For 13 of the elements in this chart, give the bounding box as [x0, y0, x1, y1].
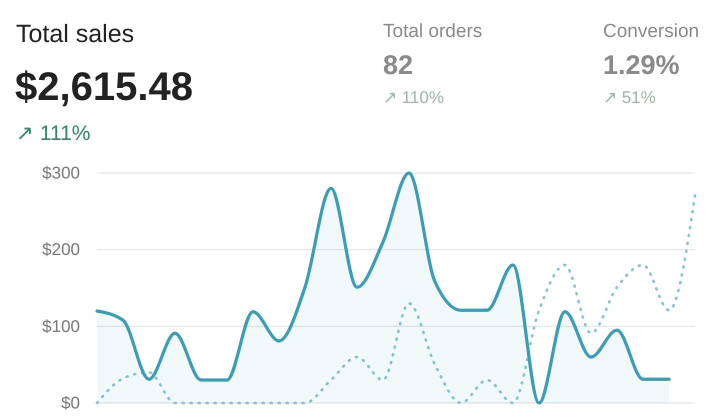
chart-title: Total sales	[16, 20, 134, 48]
y-tick-label: $200	[42, 240, 80, 260]
y-tick-label: $100	[42, 316, 80, 336]
chart-subtitle: $2,615.48	[15, 65, 193, 109]
text: ↗ 51%	[603, 88, 656, 107]
text: ↗ 111%	[16, 122, 90, 145]
text: Conversion	[603, 21, 700, 42]
y-tick-label: $300	[42, 163, 80, 182]
text: 1.29%	[603, 50, 680, 80]
text: Total orders	[383, 21, 482, 42]
text: 82	[383, 50, 414, 80]
y-tick-label: $0	[61, 393, 80, 412]
text: ↗ 110%	[383, 88, 444, 107]
